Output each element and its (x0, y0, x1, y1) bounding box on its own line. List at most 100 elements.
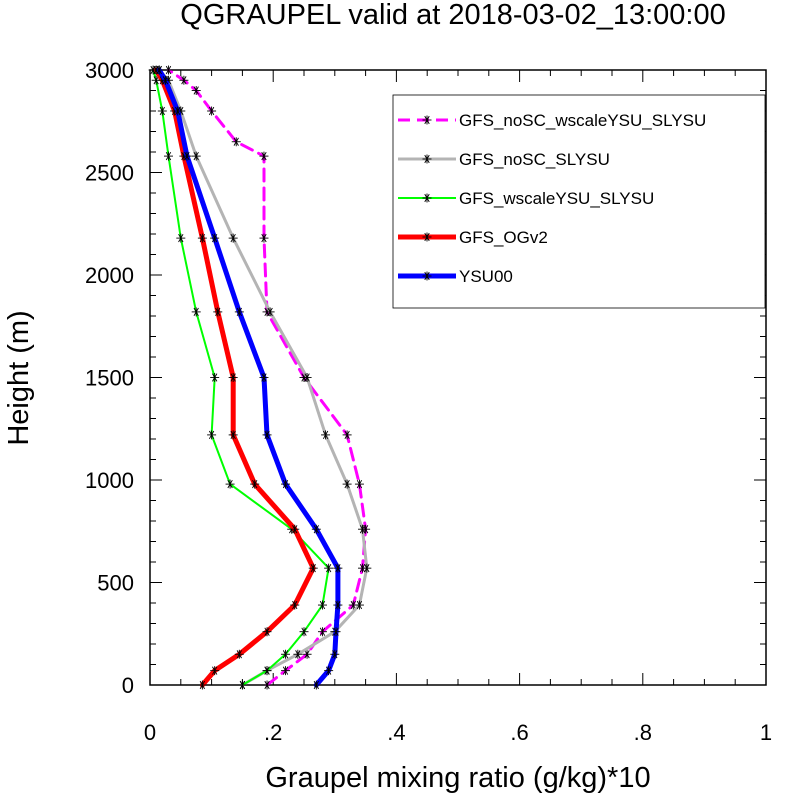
series-point (210, 666, 220, 676)
series-point (311, 680, 321, 690)
series-point (324, 666, 334, 676)
plot-frame (149, 69, 767, 686)
legend-label: GFS_wscaleYSU_SLYSU (459, 189, 654, 208)
series-group (148, 65, 372, 690)
series-point (281, 666, 291, 676)
series-point (308, 563, 318, 573)
x-tick-label: .6 (510, 720, 528, 745)
series-line (152, 69, 330, 686)
series-point (225, 479, 235, 489)
series-point (265, 307, 275, 317)
series-point (330, 649, 340, 659)
x-tick-label: 1 (760, 720, 772, 745)
series-point (182, 151, 192, 161)
series-point (293, 649, 303, 659)
y-tick-label: 2500 (85, 161, 134, 186)
series-point (262, 666, 272, 676)
series-point (210, 233, 220, 243)
y-axis-label: Height (m) (3, 310, 35, 445)
series-point (154, 65, 164, 75)
series-point (262, 680, 272, 690)
y-tick-label: 500 (97, 571, 134, 596)
series-3 (151, 65, 318, 690)
series-point (290, 524, 300, 534)
series-point (331, 627, 341, 637)
x-tick-label: .4 (387, 720, 405, 745)
legend-marker (422, 193, 432, 203)
series-point (281, 649, 291, 659)
series-line (157, 68, 369, 687)
series-point (302, 373, 312, 382)
series-point (311, 524, 321, 534)
y-tick-label: 1000 (85, 468, 134, 493)
series-point (333, 600, 343, 610)
series-2 (148, 65, 334, 690)
series-point (259, 373, 269, 382)
series-point (358, 524, 368, 534)
x-tick-labels: 0 .2 .4 .6 .8 1 (144, 720, 772, 745)
series-point (317, 627, 327, 637)
legend: GFS_noSC_wscaleYSU_SLYSU GFS_noSC_SLYSU GF… (392, 94, 766, 309)
series-point (191, 151, 201, 161)
x-tick-label: 0 (144, 720, 156, 745)
legend-label: GFS_noSC_wscaleYSU_SLYSU (459, 111, 706, 130)
series-line (153, 67, 316, 688)
series-1 (154, 65, 372, 690)
chart-title: QGRAUPEL valid at 2018-03-02_13:00:00 (180, 0, 725, 31)
series-point (281, 479, 291, 489)
series-point (163, 151, 173, 161)
series-4 (154, 65, 343, 690)
series-point (231, 137, 241, 147)
series-point (197, 233, 207, 243)
x-axis-label: Graupel mixing ratio (g/kg)*10 (265, 762, 650, 794)
legend-marker (422, 154, 432, 164)
series-point (234, 649, 244, 659)
series-point (290, 600, 300, 610)
legend-entry: GFS_OGv2 (398, 228, 548, 247)
series-point (333, 563, 343, 573)
series-point (228, 233, 238, 243)
legend-entry: GFS_wscaleYSU_SLYSU (398, 189, 654, 208)
y-tick-label: 3000 (85, 58, 134, 83)
legend-label: YSU00 (459, 267, 513, 286)
y-tick-label: 1500 (85, 366, 134, 391)
legend-entry: GFS_noSC_SLYSU (398, 150, 610, 169)
series-point (228, 373, 238, 382)
legend-box (392, 94, 766, 309)
series-point (262, 430, 272, 440)
series-point (191, 86, 201, 95)
series-point (321, 430, 331, 440)
series-point (234, 307, 244, 317)
series-point (173, 106, 183, 116)
series-point (176, 233, 186, 243)
series-point (362, 563, 372, 573)
y-tick-label: 2000 (85, 263, 134, 288)
legend-marker (422, 271, 432, 281)
legend-marker (422, 115, 432, 125)
series-point (228, 430, 238, 440)
y-tick-label: 0 (122, 673, 134, 698)
series-point (179, 75, 189, 85)
series-point (342, 430, 352, 440)
series-point (324, 563, 334, 573)
series-point (342, 479, 352, 489)
legend-label: GFS_OGv2 (459, 228, 548, 247)
series-point (250, 479, 260, 489)
series-point (262, 627, 272, 637)
series-point (237, 680, 247, 690)
series-point (259, 151, 269, 161)
legend-entry: YSU00 (398, 267, 513, 286)
series-point (299, 627, 309, 637)
series-point (348, 600, 358, 610)
series-point (213, 307, 223, 317)
series-point (163, 65, 173, 75)
x-tick-label: .2 (264, 720, 282, 745)
y-tick-labels: 0 500 1000 1500 2000 2500 3000 (85, 58, 134, 698)
series-point (259, 233, 269, 243)
series-point (354, 479, 364, 489)
legend-marker (422, 232, 432, 242)
series-point (210, 373, 220, 382)
series-point (302, 649, 312, 659)
legend-label: GFS_noSC_SLYSU (459, 150, 610, 169)
